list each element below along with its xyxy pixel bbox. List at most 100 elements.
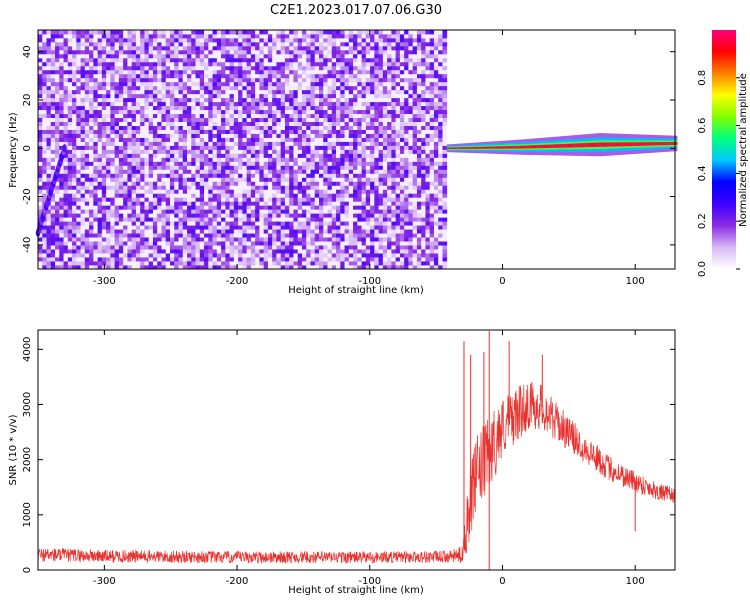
spectrogram-cell (93, 137, 99, 142)
spectrogram-cell (246, 77, 252, 83)
spectrogram-cell (267, 61, 273, 67)
spectrogram-cell (76, 181, 81, 186)
spectrogram-cell (101, 113, 107, 119)
spectrogram-cell (272, 165, 277, 170)
spectrogram-cell (161, 161, 167, 166)
spectrogram-cell (374, 137, 380, 142)
spectrogram-cell (370, 245, 375, 250)
spectrogram-cell (182, 61, 188, 67)
spectrogram-cell (131, 265, 137, 270)
spectrogram-cell (72, 37, 77, 43)
spectrogram-cell (80, 201, 86, 206)
spectrogram-cell (272, 253, 277, 258)
spectrogram-cell (89, 177, 94, 182)
spectrogram-cell (174, 261, 179, 266)
spectrogram-cell (276, 30, 282, 35)
spectrogram-cell (336, 57, 341, 63)
figure-title: C2E1.2023.017.07.06.G30 (270, 3, 442, 18)
spectrogram-cell (110, 129, 116, 134)
spectrogram-cell (118, 197, 124, 202)
spectrogram-cell (178, 265, 184, 270)
spectrogram-cell (272, 265, 277, 270)
spectrogram-cell (361, 137, 367, 142)
spectrogram-cell (233, 69, 239, 75)
spectrogram-cell (382, 69, 388, 75)
spectrogram-cell (301, 241, 307, 246)
spectrogram-cell (297, 53, 303, 59)
spectrogram-cell (229, 129, 235, 134)
spectrogram-cell (387, 133, 392, 138)
spectrogram-cell (387, 73, 392, 79)
spectrogram-cell (306, 233, 311, 238)
spectrogram-cell (336, 101, 341, 107)
spectrogram-cell (208, 205, 213, 210)
spectrogram-cell (340, 161, 345, 166)
spectrogram-cell (263, 217, 269, 222)
spectrogram-cell (161, 233, 167, 238)
spectrogram-cell (374, 213, 380, 218)
spectrogram-cell (140, 197, 145, 202)
spectrogram-cell (110, 253, 116, 258)
spectrogram-cell (84, 157, 90, 162)
spectrogram-cell (152, 217, 158, 222)
spectrogram-cell (255, 65, 260, 71)
spectrogram-cell (387, 77, 392, 83)
spectrogram-cell (118, 77, 124, 83)
spectrogram-cell (101, 233, 107, 238)
spectrogram-cell (144, 173, 150, 178)
spectrogram-cell (306, 45, 311, 51)
spectrogram-cell (59, 73, 64, 79)
spectrogram-cell (135, 37, 141, 43)
spectrogram-cell (233, 193, 239, 198)
spectrogram-cell (365, 49, 371, 55)
spectrogram-cell (127, 121, 133, 126)
spectrogram-cell (204, 165, 209, 170)
spectrogram-cell (361, 129, 367, 134)
spectrogram-cell (323, 193, 328, 198)
spectrogram-cell (331, 201, 337, 206)
spectrogram-cell (216, 205, 222, 210)
spectrogram-cell (314, 117, 320, 123)
spectrogram-cell (135, 261, 141, 266)
spectrogram-cell (221, 209, 226, 214)
spectrogram-cell (340, 81, 345, 87)
spectrogram-cell (259, 261, 265, 266)
spectrogram-cell (289, 33, 294, 39)
spectrogram-cell (301, 221, 307, 226)
spectrogram-cell (242, 129, 248, 134)
spectrogram-cell (267, 125, 273, 130)
spectrogram-cell (327, 245, 333, 250)
spectrogram-cell (195, 41, 201, 47)
spectrogram-cell (67, 229, 73, 234)
spectrogram-cell (114, 141, 120, 146)
spectrogram-cell (165, 249, 171, 254)
spectrogram-cell (161, 229, 167, 234)
spectrogram-cell (97, 61, 103, 67)
spectrogram-cell (229, 225, 235, 230)
spectrogram-cell (238, 133, 243, 138)
spectrogram-cell (216, 125, 222, 130)
spectrogram-cell (246, 209, 252, 214)
spectrogram-cell (301, 181, 307, 186)
spectrogram-cell (336, 245, 341, 250)
spectrogram-cell (204, 201, 209, 206)
spectrogram-cell (361, 177, 367, 182)
spectrogram-cell (55, 153, 60, 158)
spectrogram-cell (127, 57, 133, 63)
spectrogram-cell (370, 121, 375, 126)
spectrogram-cell (204, 65, 209, 71)
spectrogram-cell (370, 65, 375, 71)
spectrogram-cell (97, 217, 103, 222)
spectrogram-cell (225, 185, 230, 190)
spectrogram-cell (378, 57, 384, 63)
spectrogram-cell (378, 93, 384, 99)
spectrogram-cell (169, 181, 175, 186)
spectrogram-cell (233, 205, 239, 210)
spectrogram-cell (93, 121, 99, 126)
spectrogram-cell (50, 225, 56, 230)
spectrogram-cell (382, 249, 388, 254)
spectrogram-cell (272, 161, 277, 166)
spectrogram-cell (301, 101, 307, 107)
spectrogram-cell (382, 93, 388, 99)
spectrogram-cell (157, 237, 162, 242)
